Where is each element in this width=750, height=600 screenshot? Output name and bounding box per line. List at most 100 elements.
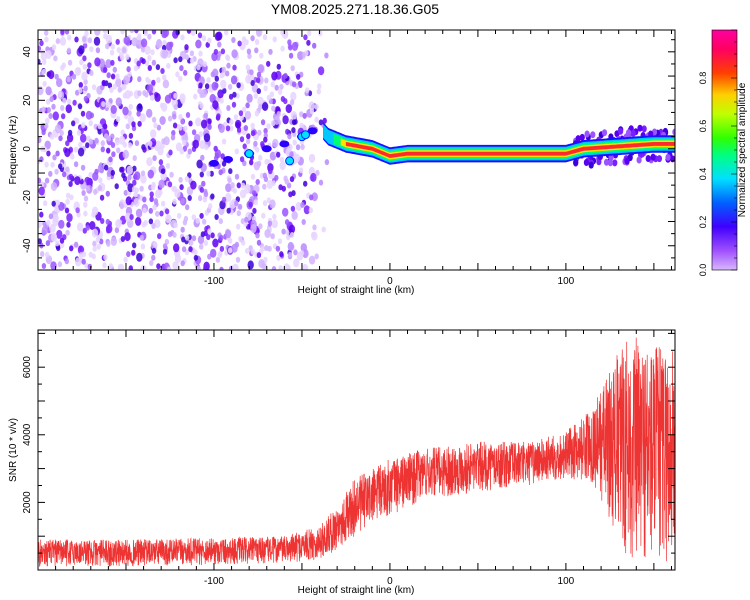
noise-blob [250, 80, 255, 86]
noise-blob [263, 127, 268, 134]
noise-blob [250, 35, 255, 42]
noise-blob [75, 257, 82, 267]
noise-blob [162, 40, 167, 46]
noise-blob [299, 122, 304, 129]
noise-blob [307, 30, 312, 37]
noise-blob [183, 69, 188, 76]
noise-blob [624, 157, 630, 165]
noise-blob [91, 84, 97, 91]
noise-blob [110, 236, 118, 246]
noise-blob [127, 71, 132, 78]
noise-blob [143, 30, 148, 36]
colorbar-tick-label: 0.6 [698, 120, 708, 133]
noise-blob [296, 251, 304, 261]
noise-blob [78, 141, 83, 148]
noise-blob [110, 169, 116, 176]
noise-blob [142, 90, 147, 96]
noise-blob [81, 71, 88, 81]
noise-blob [672, 128, 675, 136]
noise-blob [144, 45, 151, 55]
noise-blob [231, 49, 238, 59]
noise-blob [264, 158, 269, 165]
noise-blob [196, 265, 201, 270]
noise-blob [104, 164, 109, 171]
noise-blob [67, 34, 72, 41]
noise-blob [246, 48, 252, 55]
noise-blob [81, 251, 87, 258]
noise-blob [318, 179, 324, 186]
noise-blob [588, 161, 594, 169]
noise-blob [261, 212, 266, 219]
noise-blob [89, 112, 95, 119]
noise-blob [124, 232, 131, 242]
noise-blob [103, 67, 108, 73]
y-tick-label: 2000 [22, 491, 33, 514]
noise-blob [292, 139, 297, 146]
noise-blob [282, 207, 289, 217]
x-tick-label: -100 [204, 576, 224, 587]
noise-blob [270, 233, 275, 240]
noise-blob [166, 52, 172, 58]
noise-blob [178, 176, 183, 183]
noise-blob [279, 161, 286, 171]
noise-blob [150, 129, 157, 139]
noise-blob [119, 203, 125, 210]
noise-blob [185, 112, 191, 118]
noise-blob [179, 184, 184, 191]
noise-blob [88, 138, 94, 145]
noise-blob [158, 159, 164, 166]
noise-blob [601, 129, 608, 137]
noise-blob [178, 75, 183, 82]
noise-blob [102, 30, 107, 34]
noise-blob [115, 97, 123, 107]
noise-blob [268, 168, 273, 175]
noise-blob [52, 154, 57, 161]
noise-blob [278, 184, 283, 191]
noise-blob [268, 48, 273, 55]
noise-blob [42, 80, 47, 87]
noise-blob [139, 234, 144, 241]
noise-blob [91, 206, 99, 216]
noise-blob [218, 218, 223, 225]
noise-blob [636, 156, 642, 164]
noise-blob [137, 33, 142, 40]
noise-blob [246, 93, 253, 103]
noise-blob [291, 41, 299, 51]
noise-blob [308, 255, 316, 265]
noise-blob [75, 89, 80, 96]
noise-blob [245, 64, 251, 71]
noise-blob [234, 200, 239, 207]
spectrogram-x-label: Height of straight line (km) [298, 285, 415, 296]
noise-blob [65, 104, 73, 114]
noise-blob [173, 243, 180, 253]
y-tick-label: 0 [22, 146, 33, 152]
noise-blob [164, 238, 170, 245]
noise-blob [115, 116, 121, 122]
noise-blob [324, 159, 330, 166]
noise-blob [296, 73, 301, 80]
noise-blob [111, 151, 116, 158]
noise-blob [162, 74, 167, 81]
noise-blob [267, 220, 273, 227]
noise-blob [93, 36, 101, 46]
noise-blob [250, 130, 256, 137]
noise-blob [253, 93, 258, 99]
noise-blob [82, 42, 88, 49]
noise-blob [590, 131, 596, 139]
noise-blob [172, 122, 178, 129]
noise-blob [55, 199, 61, 206]
noise-blob [279, 251, 284, 258]
noise-blob [178, 114, 183, 120]
noise-blob [153, 198, 159, 205]
noise-blob [110, 59, 115, 66]
noise-blob [106, 135, 112, 142]
noise-blob [289, 232, 295, 238]
noise-blob [177, 212, 182, 219]
noise-blob [82, 63, 88, 70]
noise-blob [156, 124, 162, 131]
noise-blob [39, 211, 44, 218]
noise-blob [82, 55, 87, 62]
colorbar-tick-label: 0.4 [698, 168, 708, 181]
noise-blob [58, 135, 63, 142]
noise-blob [174, 253, 182, 263]
